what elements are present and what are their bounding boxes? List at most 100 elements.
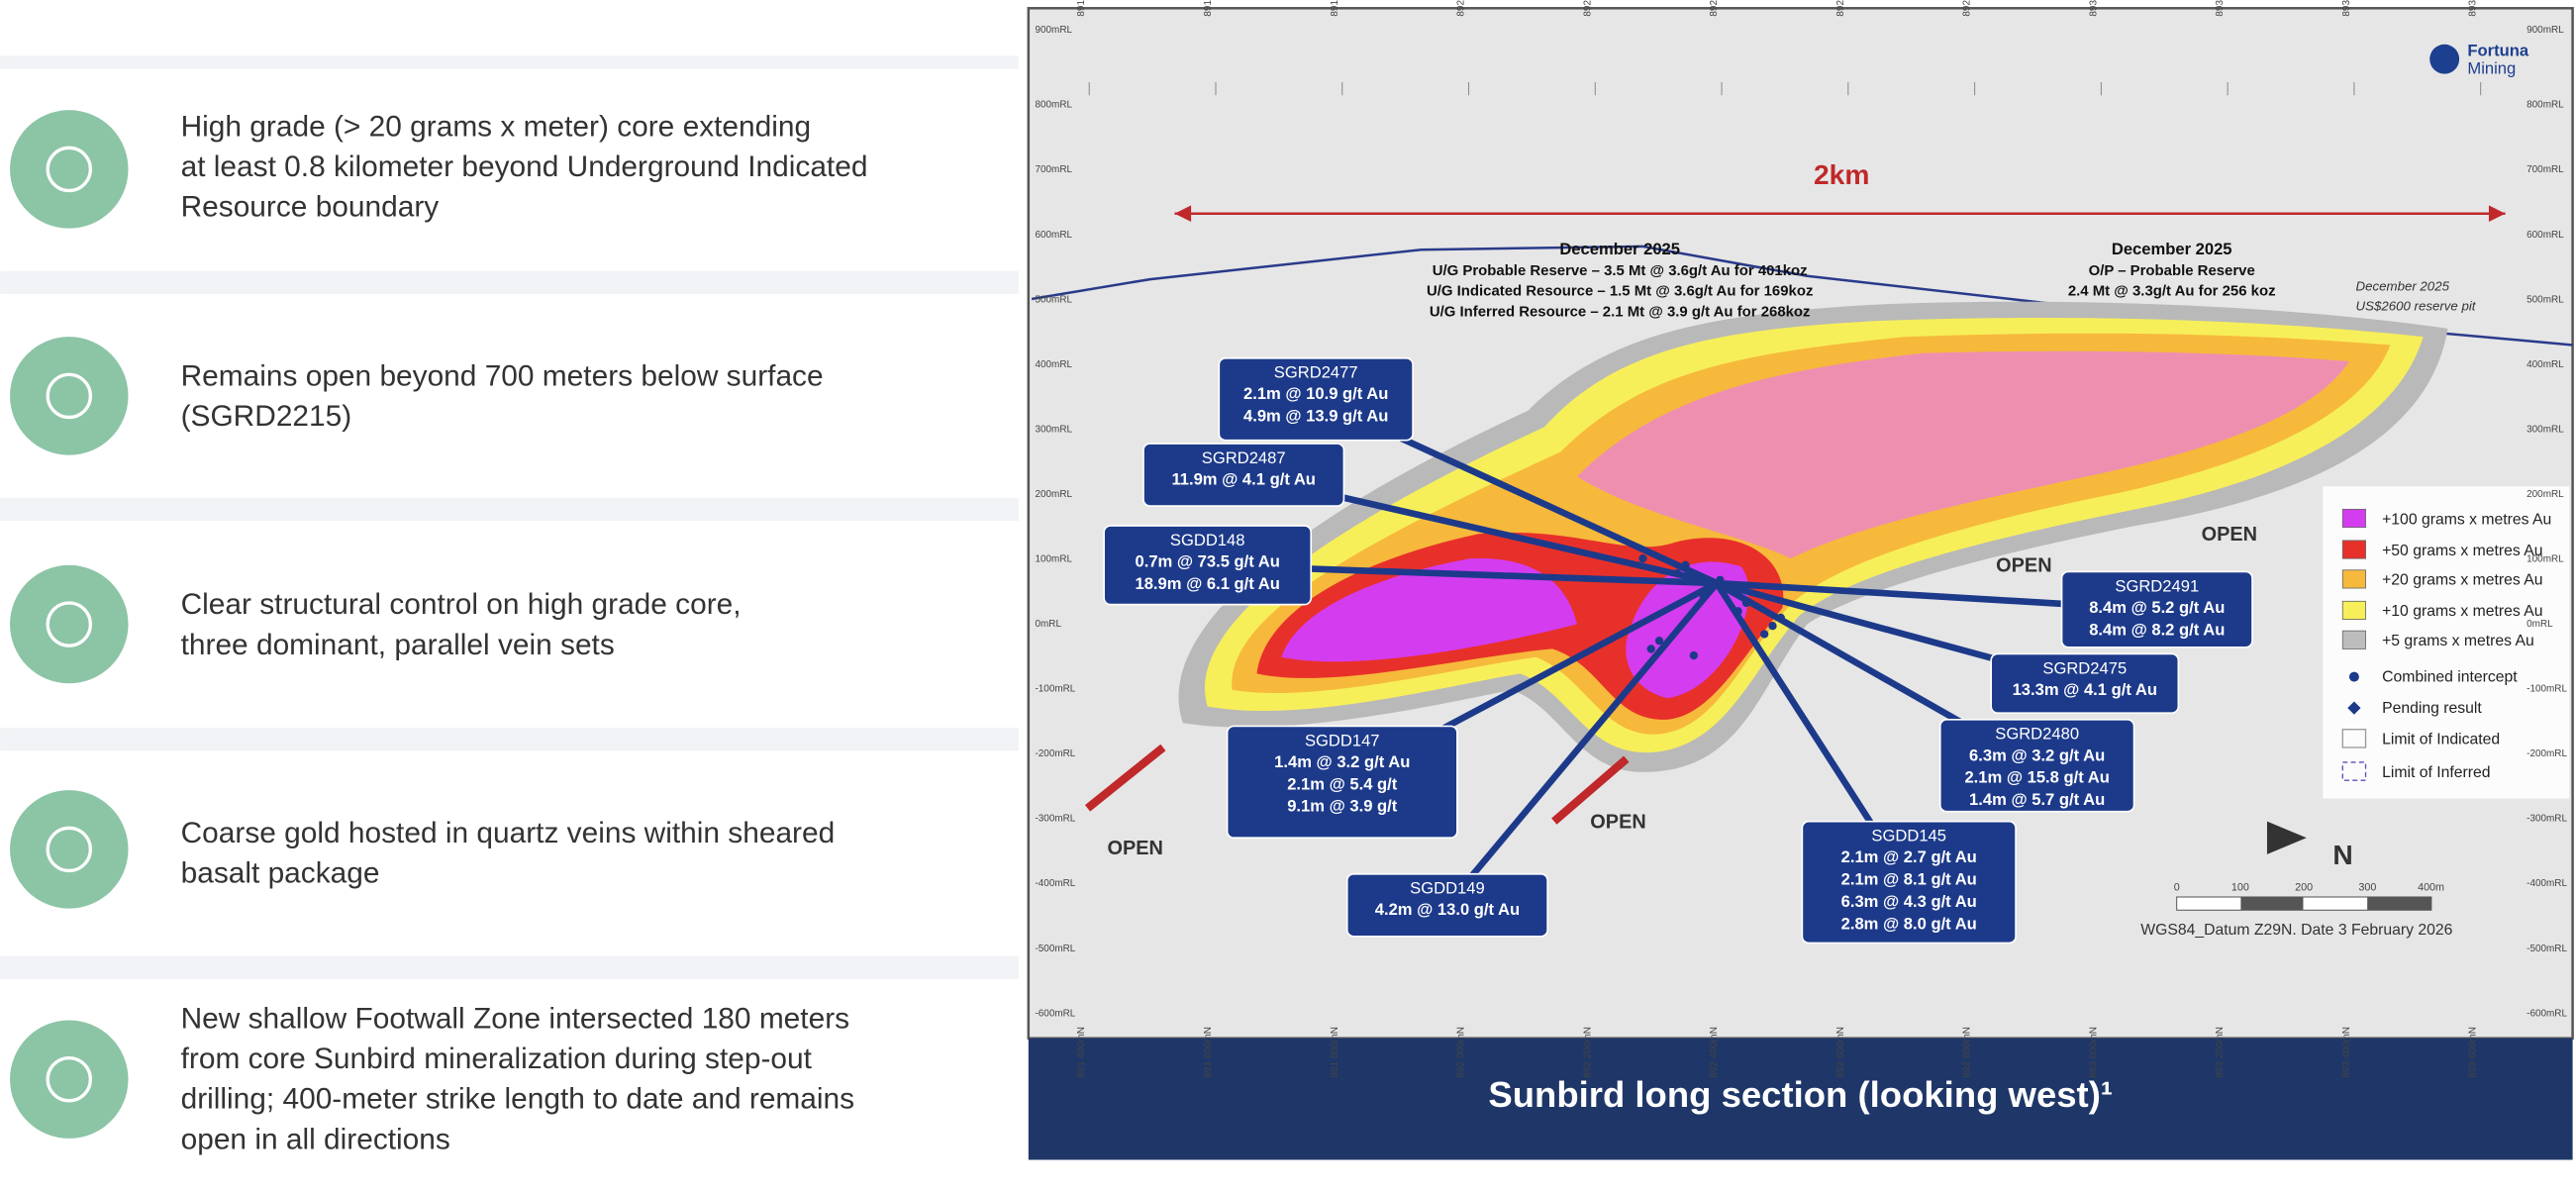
bullet-icon-glyph (46, 372, 93, 420)
bullet-icon (10, 790, 129, 909)
northing-label: 891 400mN (1076, 1027, 1087, 1077)
northing-label: 892 600mN (1835, 1027, 1846, 1077)
elevation-label: 300mRL (2526, 424, 2564, 435)
bullet-icon-glyph (46, 601, 93, 647)
zone-100 (1281, 557, 1749, 699)
intercept-dot (1646, 645, 1655, 653)
callout-box (1218, 356, 1414, 442)
northing-label: 892 400mN (1709, 1027, 1720, 1077)
callout-label: SGRD2491 (2115, 576, 2199, 595)
callout-box (1226, 725, 1458, 840)
northing-label: 893 600mN (2468, 1027, 2479, 1077)
legend-swatch (2341, 540, 2366, 559)
bullet-icon (10, 110, 129, 229)
callout-label: SGDD147 (1305, 731, 1380, 749)
elevation-label: -600mRL (2526, 1008, 2567, 1019)
left-panel (0, 55, 1019, 979)
legend-swatch (2341, 600, 2366, 620)
northing-label: 893 400mN (2341, 0, 2352, 17)
callout-box (1345, 872, 1549, 938)
elevation-label: 100mRL (1035, 553, 1072, 564)
intercept-dot (1681, 560, 1690, 569)
legend-swatch (2341, 569, 2366, 589)
elevation-label: -500mRL (2526, 944, 2567, 954)
elevation-label: -600mRL (1035, 1008, 1075, 1019)
northing-label: 892 200mN (1582, 0, 1593, 17)
callout-line: 4.9m @ 13.9 g/t Au (1243, 407, 1388, 426)
legend-label: +10 grams x metres Au (2382, 603, 2542, 620)
bullet-icon (10, 337, 129, 455)
elevation-label: -400mRL (2526, 878, 2567, 889)
scale-label: 0 (2174, 881, 2180, 893)
separator (0, 270, 1019, 295)
callout-box (1142, 443, 1345, 507)
northing-label: 891 800mN (1330, 1027, 1340, 1077)
callout-label: SGRD2475 (2042, 658, 2127, 677)
bullet-text: New shallow Footwall Zone intersected 18… (181, 1002, 849, 1035)
ug-resource: U/G Inferred Resource – 2.1 Mt @ 3.9 g/t… (1430, 303, 1811, 320)
northing-label: 893 400mN (2341, 1027, 2352, 1077)
map-title: Sunbird long section (looking west)¹ (1488, 1074, 2113, 1115)
elevation-label: 500mRL (1035, 294, 1072, 305)
intercept-dot (1699, 592, 1708, 601)
elevation-label: 800mRL (1035, 100, 1072, 111)
elevation-label: 300mRL (1035, 424, 1072, 435)
callout-label: SGRD2477 (1274, 363, 1358, 382)
legend-symbol (2348, 671, 2359, 682)
open-label: OPEN (1996, 554, 2051, 576)
callout-line: 11.9m @ 4.1 g/t Au (1171, 470, 1315, 489)
northing-label: 891 600mN (1203, 1027, 1214, 1077)
callout-label: SGDD149 (1410, 879, 1485, 898)
scale-label: 200 (2295, 881, 2313, 893)
scale-label: 300 (2358, 881, 2376, 893)
intercept-dot (1760, 630, 1769, 639)
legend-label: Pending result (2382, 700, 2482, 717)
elevation-label: -200mRL (1035, 748, 1075, 759)
callout-line: 2.1m @ 15.8 g/t Au (1964, 768, 2109, 787)
elevation-label: 0mRL (2526, 619, 2553, 630)
legend-label: Combined intercept (2382, 669, 2518, 686)
bullet-text: drilling; 400-meter strike length to dat… (181, 1083, 854, 1116)
elevation-label: -500mRL (1035, 944, 1075, 954)
northing-label: 893 200mN (2215, 0, 2226, 17)
bullet-icon-glyph (46, 146, 93, 193)
elevation-label: 800mRL (2526, 100, 2564, 111)
callout-line: 18.9m @ 6.1 g/t Au (1135, 574, 1279, 593)
bullet-icon (10, 1020, 129, 1139)
callout-line: 2.1m @ 8.1 g/t Au (1841, 870, 1977, 889)
legend-symbol (2341, 729, 2367, 748)
scale-bar (2367, 896, 2431, 911)
intercept-dot (1654, 636, 1664, 646)
elevation-label: 500mRL (2526, 294, 2564, 305)
callout-label: SGDD145 (1871, 827, 1946, 846)
intercept-dot (1707, 583, 1717, 593)
scale-bar (2240, 896, 2304, 911)
elevation-label: -400mRL (1035, 878, 1075, 889)
legend-label: Limit of Inferred (2382, 764, 2490, 781)
elevation-label: -100mRL (2526, 684, 2567, 695)
op-reserve: December 2025 (2112, 240, 2232, 258)
separator (0, 955, 1019, 979)
bullet-text: from core Sunbird mineralization during … (181, 1043, 813, 1075)
elevation-label: 400mRL (2526, 359, 2564, 370)
legend-label: +50 grams x metres Au (2382, 543, 2542, 559)
elevation-label: 400mRL (1035, 359, 1072, 370)
north-arrow (2266, 821, 2307, 854)
distance-label: 2km (1814, 158, 1869, 190)
ug-resource: U/G Probable Reserve – 3.5 Mt @ 3.6g/t A… (1433, 262, 1808, 279)
bullet-text: open in all directions (181, 1123, 450, 1155)
intercept-dot (1689, 650, 1699, 660)
callout-box (1990, 652, 2180, 714)
elevation-label: 200mRL (2526, 489, 2564, 500)
elevation-label: -300mRL (2526, 814, 2567, 825)
legend-swatch (2341, 630, 2366, 649)
callout-line: 8.4m @ 5.2 g/t Au (2089, 598, 2225, 617)
northing-label: 892 000mN (1456, 0, 1467, 17)
callout-line: 1.4m @ 3.2 g/t Au (1274, 752, 1410, 771)
intercept-dot (1673, 568, 1682, 578)
elevation-label: 0mRL (1035, 619, 1061, 630)
separator (0, 497, 1019, 522)
northing-label: 893 000mN (2088, 1027, 2099, 1077)
